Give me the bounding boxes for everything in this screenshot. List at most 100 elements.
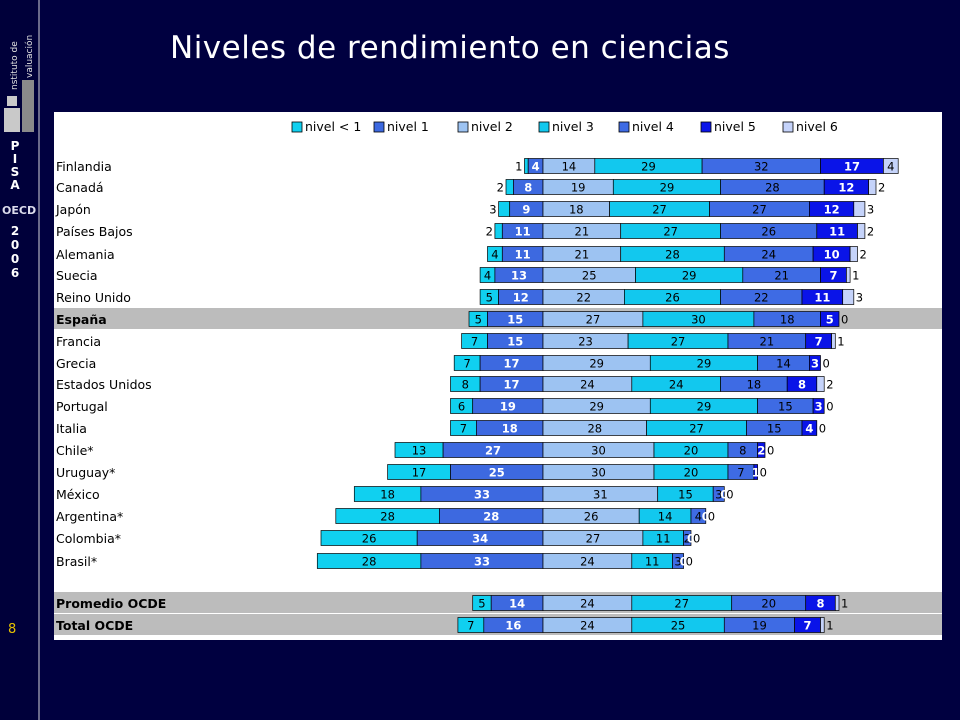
pisa-letter: I — [12, 152, 18, 166]
bar-value-label: 3 — [489, 203, 496, 217]
bar-value-label: 17 — [412, 466, 427, 480]
legend-label: nivel 6 — [796, 119, 838, 134]
bar-segment — [820, 617, 825, 633]
bar-value-label: 1 — [826, 619, 833, 633]
bar-value-label: 26 — [584, 510, 599, 524]
bar-value-label: 17 — [504, 378, 520, 392]
bar-value-label: 18 — [780, 313, 795, 327]
bar-value-label: 19 — [752, 619, 767, 633]
bar-value-label: 29 — [589, 357, 604, 371]
legend-item: nivel 4 — [618, 119, 674, 134]
row-label: Brasil* — [56, 554, 97, 569]
bar-value-label: 6 — [458, 400, 465, 414]
bar-value-label: 3 — [856, 291, 863, 305]
bar-value-label: 3 — [811, 357, 819, 371]
bar-value-label: 24 — [669, 378, 684, 392]
chart-row: Alemania 4 11 21 28 24 10 2 — [56, 246, 867, 262]
bar-segment — [834, 595, 840, 611]
bar-value-label: 1 — [841, 597, 848, 611]
bar-segment — [753, 464, 758, 480]
row-label: Chile* — [56, 443, 94, 458]
bar-value-label: 5 — [826, 313, 834, 327]
bar-value-label: 0 — [841, 313, 848, 327]
bar-value-label: 0 — [720, 488, 728, 502]
bar-value-label: 0 — [826, 400, 833, 414]
bar-segment — [712, 486, 725, 502]
bar-value-label: 29 — [697, 400, 712, 414]
chart-row: Países Bajos 2 11 21 27 26 11 2 — [56, 223, 874, 239]
bar-segment — [809, 355, 821, 371]
bar-value-label: 3 — [867, 203, 874, 217]
bar-value-label: 2 — [684, 532, 691, 546]
row-label: Reino Unido — [56, 290, 131, 305]
bar-segment — [801, 420, 818, 436]
legend-label: nivel 3 — [552, 119, 594, 134]
bar-value-label: 26 — [665, 291, 680, 305]
legend-swatch — [618, 121, 630, 133]
bar-value-label: 8 — [462, 378, 469, 392]
bar-value-label: 29 — [682, 269, 697, 283]
bar-value-label: 14 — [509, 597, 525, 611]
chart-panel: nivel < 1 nivel 1 nivel 2 nivel 3 nivel 4 niv… — [54, 112, 942, 640]
bar-value-label: 7 — [471, 335, 478, 349]
bar-value-label: 34 — [472, 532, 488, 546]
pisa-letter: A — [10, 178, 20, 192]
chart-row: México 18 33 31 15 300 — [56, 486, 734, 502]
bar-value-label: 27 — [586, 313, 601, 327]
legend-label: nivel 4 — [632, 119, 674, 134]
bar-value-label: 11 — [515, 248, 531, 262]
bar-value-label: 7 — [829, 269, 837, 283]
bar-value-label: 24 — [580, 555, 595, 569]
row-label: Japón — [55, 202, 91, 217]
bar-value-label: 27 — [652, 203, 667, 217]
bar-value-label: 21 — [774, 269, 789, 283]
bar-value-label: 15 — [507, 335, 523, 349]
bar-value-label: 3 — [815, 400, 823, 414]
bar-value-label: 17 — [844, 160, 860, 174]
chart-row: Canadá 2 8 19 29 28 12 2 — [56, 179, 885, 195]
bar-segment — [846, 267, 851, 283]
bar-value-label: 0 — [767, 444, 774, 458]
bar-value-label: 14 — [562, 160, 577, 174]
bar-value-label: 1 — [837, 335, 844, 349]
bar-value-label: 7 — [815, 335, 823, 349]
bar-value-label: 8 — [739, 444, 746, 458]
svg-text:nstituto de: nstituto de — [10, 41, 20, 90]
bar-value-label: 2 — [486, 225, 493, 239]
legend-label: nivel 1 — [387, 119, 429, 134]
bar-value-label: 20 — [761, 597, 776, 611]
legend-item: nivel < 1 — [291, 119, 361, 134]
legend-swatch — [457, 121, 469, 133]
bar-value-label: 30 — [591, 444, 606, 458]
bar-value-label: 12 — [824, 203, 840, 217]
bar-value-label: 28 — [483, 510, 499, 524]
bar-value-label: 3 — [715, 488, 722, 502]
bar-value-label: 1 — [515, 160, 522, 174]
bar-value-label: 4 — [887, 160, 894, 174]
bar-value-label: 28 — [380, 510, 395, 524]
bar-value-label: 21 — [575, 248, 590, 262]
chart-row: Total OCDE 7 16 24 25 19 7 1 — [54, 614, 942, 635]
bar-segment — [757, 442, 766, 458]
bar-value-label: 22 — [576, 291, 591, 305]
bar-value-label: 4 — [695, 510, 702, 524]
bar-value-label: 4 — [805, 422, 813, 436]
bar-value-label: 13 — [511, 269, 527, 283]
row-label: Argentina* — [56, 509, 123, 524]
bar-value-label: 12 — [513, 291, 529, 305]
bar-value-label: 28 — [362, 555, 377, 569]
chart-row: Argentina* 28 28 26 14 4 00 — [56, 508, 715, 524]
bar-value-label: 24 — [580, 597, 595, 611]
legend-item: nivel 3 — [538, 119, 594, 134]
bar-value-label: 7 — [737, 466, 744, 480]
bar-value-label: 18 — [380, 488, 395, 502]
pisa-letter: S — [10, 165, 20, 179]
bar-value-label: 5 — [475, 313, 482, 327]
bar-value-label: 32 — [754, 160, 769, 174]
bar-segment — [498, 201, 511, 217]
bar-value-label: 27 — [586, 532, 601, 546]
sidebar: nstituto de valuación P I S A OECD 2 0 0… — [0, 0, 40, 720]
year-digit: 0 — [10, 238, 20, 252]
bar-segment — [672, 553, 684, 569]
legend-item: nivel 6 — [782, 119, 838, 134]
